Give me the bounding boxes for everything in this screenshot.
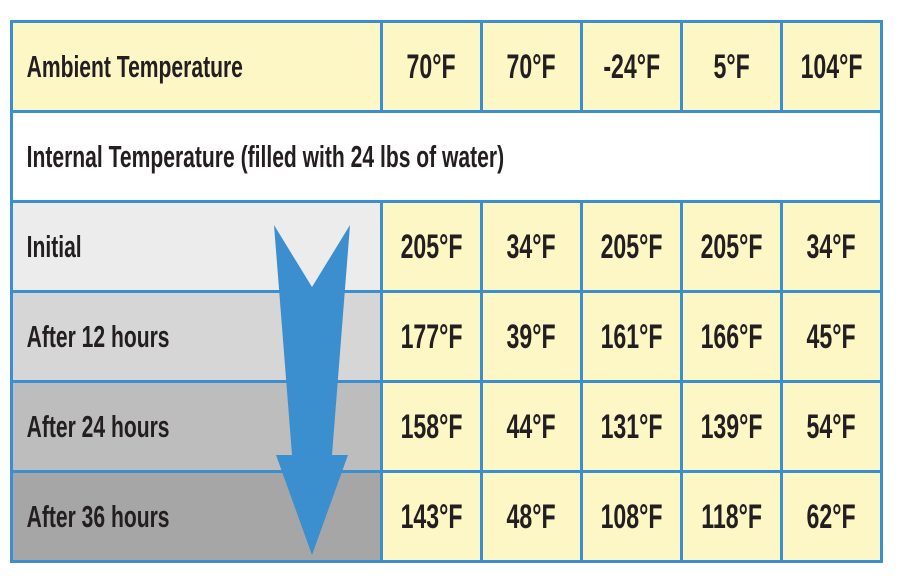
ambient-temperature-label-cell: Ambient Temperature <box>10 20 383 113</box>
table-row: After 36 hours 143°F 48°F 108°F 118°F 62… <box>10 470 883 563</box>
temperature-value: 205°F <box>600 227 663 266</box>
ambient-value-cell: 70°F <box>480 20 583 113</box>
temperature-cell: 48°F <box>480 470 583 563</box>
section-title-row: Internal Temperature (filled with 24 lbs… <box>10 110 883 203</box>
section-title-cell: Internal Temperature (filled with 24 lbs… <box>10 110 883 203</box>
row-label: After 12 hours <box>26 319 170 354</box>
temperature-value: 54°F <box>806 407 857 446</box>
table-row: Initial 205°F 34°F 205°F 205°F 34°F <box>10 200 883 293</box>
temperature-cell: 158°F <box>380 380 483 473</box>
temperature-value: 205°F <box>700 227 763 266</box>
ambient-temperature-label: Ambient Temperature <box>26 49 243 84</box>
row-label: After 24 hours <box>26 409 170 444</box>
temperature-value: 139°F <box>700 407 763 446</box>
temperature-value: 131°F <box>600 407 663 446</box>
temperature-table-frame: Ambient Temperature 70°F 70°F -24°F 5°F … <box>10 20 883 563</box>
row-label-cell: After 12 hours <box>10 290 383 383</box>
temperature-value: 158°F <box>400 407 463 446</box>
temperature-value: 48°F <box>506 497 557 536</box>
temperature-value: 143°F <box>400 497 463 536</box>
temperature-cell: 139°F <box>680 380 783 473</box>
temperature-cell: 118°F <box>680 470 783 563</box>
row-label-cell: After 36 hours <box>10 470 383 563</box>
temperature-value: 44°F <box>506 407 557 446</box>
temperature-cell: 205°F <box>680 200 783 293</box>
temperature-cell: 161°F <box>580 290 683 383</box>
temperature-cell: 131°F <box>580 380 683 473</box>
table-row: After 24 hours 158°F 44°F 131°F 139°F 54… <box>10 380 883 473</box>
ambient-temperature-row: Ambient Temperature 70°F 70°F -24°F 5°F … <box>10 20 883 113</box>
temperature-value: 34°F <box>806 227 857 266</box>
temperature-value: 62°F <box>806 497 857 536</box>
temperature-value: 45°F <box>806 317 857 356</box>
temperature-value: 177°F <box>400 317 463 356</box>
temperature-table: Ambient Temperature 70°F 70°F -24°F 5°F … <box>10 20 883 563</box>
temperature-cell: 34°F <box>780 200 883 293</box>
temperature-cell: 177°F <box>380 290 483 383</box>
ambient-value: 70°F <box>506 47 557 86</box>
temperature-value: 34°F <box>506 227 557 266</box>
ambient-value-cell: 70°F <box>380 20 483 113</box>
row-label: After 36 hours <box>26 499 170 534</box>
ambient-value: 5°F <box>713 47 750 86</box>
ambient-value: 104°F <box>800 47 863 86</box>
section-title: Internal Temperature (filled with 24 lbs… <box>26 139 505 174</box>
temperature-cell: 205°F <box>580 200 683 293</box>
table-row: After 12 hours 177°F 39°F 161°F 166°F 45… <box>10 290 883 383</box>
ambient-value: -24°F <box>603 47 660 86</box>
temperature-value: 166°F <box>700 317 763 356</box>
temperature-value: 39°F <box>506 317 557 356</box>
row-label-cell: Initial <box>10 200 383 293</box>
ambient-value: 70°F <box>406 47 457 86</box>
ambient-value-cell: -24°F <box>580 20 683 113</box>
ambient-value-cell: 104°F <box>780 20 883 113</box>
temperature-cell: 108°F <box>580 470 683 563</box>
temperature-cell: 143°F <box>380 470 483 563</box>
row-label: Initial <box>26 229 82 264</box>
ambient-value-cell: 5°F <box>680 20 783 113</box>
temperature-cell: 39°F <box>480 290 583 383</box>
temperature-cell: 205°F <box>380 200 483 293</box>
temperature-value: 118°F <box>701 497 762 536</box>
temperature-value: 108°F <box>600 497 663 536</box>
temperature-cell: 62°F <box>780 470 883 563</box>
temperature-cell: 166°F <box>680 290 783 383</box>
temperature-value: 161°F <box>600 317 663 356</box>
temperature-cell: 45°F <box>780 290 883 383</box>
temperature-cell: 44°F <box>480 380 583 473</box>
temperature-cell: 54°F <box>780 380 883 473</box>
temperature-value: 205°F <box>400 227 463 266</box>
temperature-cell: 34°F <box>480 200 583 293</box>
row-label-cell: After 24 hours <box>10 380 383 473</box>
